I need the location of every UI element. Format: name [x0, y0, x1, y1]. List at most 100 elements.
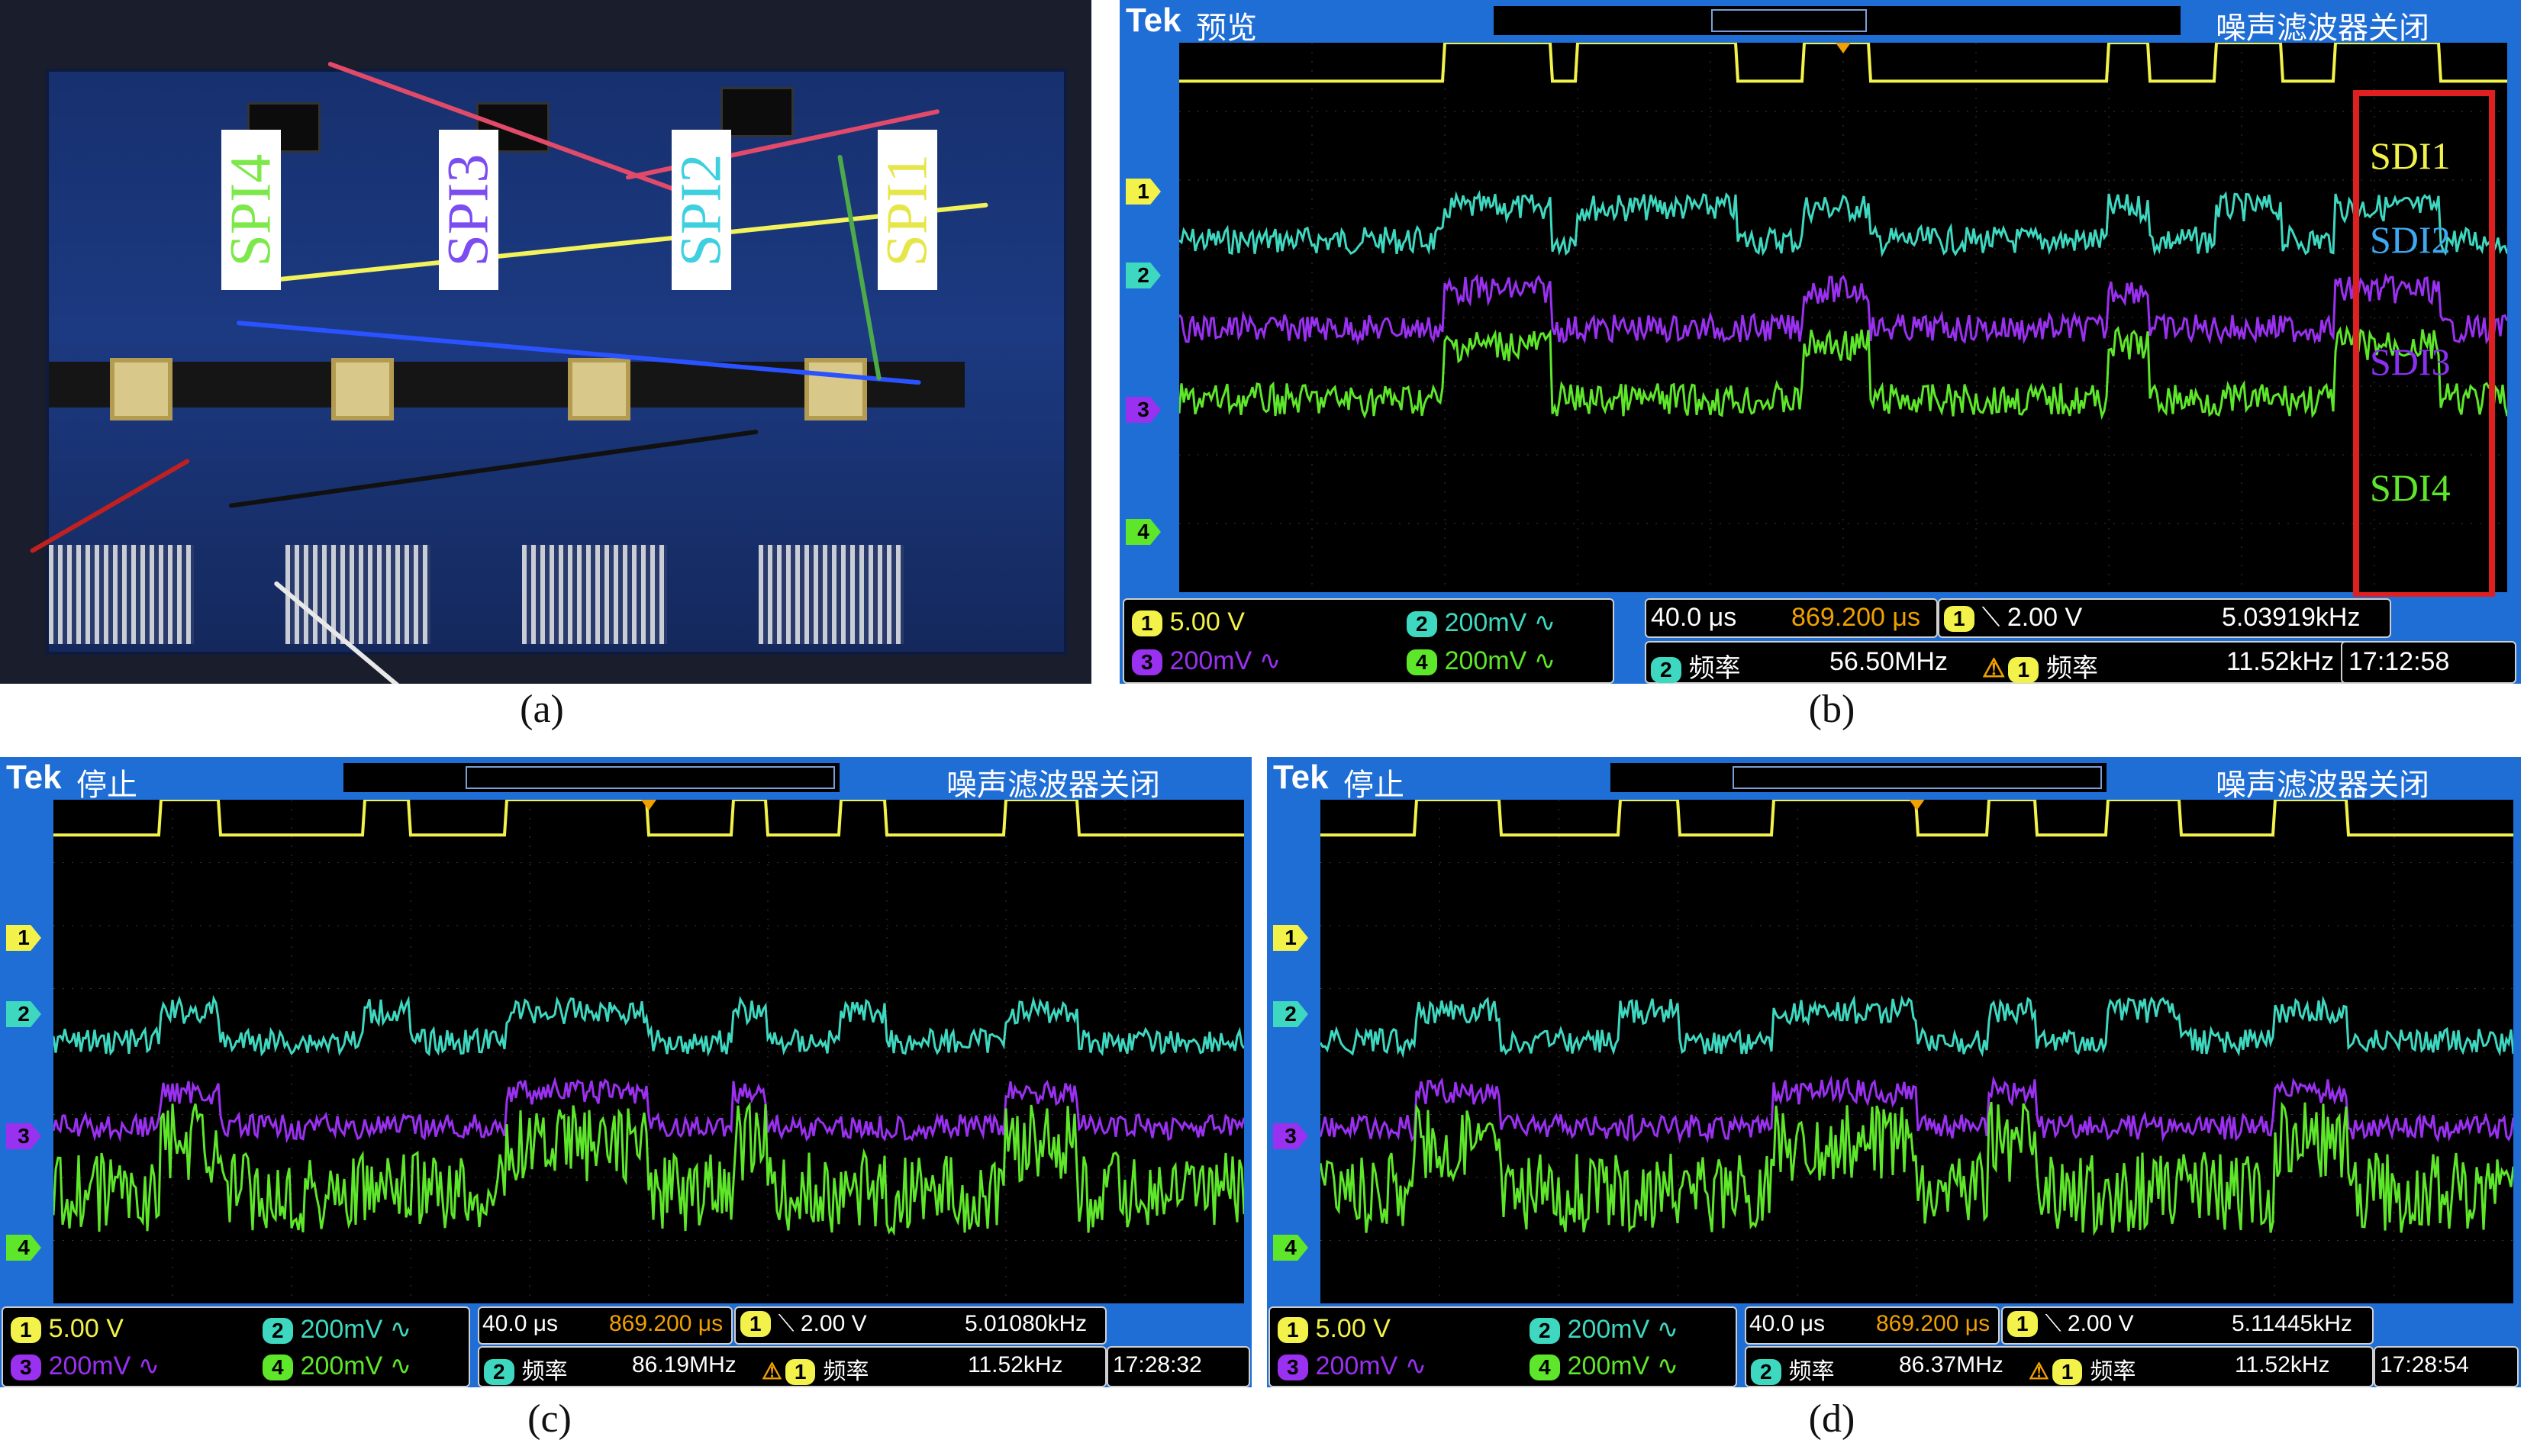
- scope-d: Tek 停止 噪声滤波器关闭 1 2 3 4 1 5.00 V 2 200mV ∿ …: [1267, 757, 2521, 1387]
- test-chip: [568, 358, 630, 420]
- measure-label: 频率: [823, 1359, 869, 1384]
- measure-ch1-tag: 1: [785, 1359, 816, 1385]
- ch2-frequency-measure: 2 频率: [1651, 647, 1741, 684]
- noise-filter-status: 噪声滤波器关闭: [2216, 768, 2429, 802]
- ch2-scale-value: 200mV ∿: [300, 1315, 412, 1344]
- pin-header: [285, 545, 430, 644]
- ch1-frequency-measure: ⚠ 1 频率: [2029, 1352, 2136, 1386]
- trigger-box: 1 ⟍ 2.00 V 5.03919kHz: [1938, 598, 2391, 638]
- ch1-frequency-value: 11.52kHz: [2226, 647, 2335, 676]
- noise-filter-status: 噪声滤波器关闭: [2216, 11, 2429, 45]
- ch1-tag: 1: [1132, 610, 1162, 636]
- ch2-trace: [1179, 190, 2507, 258]
- acquisition-mode: 停止: [76, 768, 137, 802]
- measurement-box: 2 频率 86.37MHz ⚠ 1 频率 11.52kHz: [1745, 1346, 2374, 1387]
- ch4-trace: [1320, 1101, 2513, 1236]
- horizontal-position: 869.200 μs: [1791, 603, 1920, 632]
- trigger-info: 1 ⟍ 2.00 V: [2007, 1311, 2134, 1337]
- ch4-trace: [53, 1101, 1244, 1236]
- timebase: 40.0 μs: [482, 1311, 559, 1336]
- ch1-frequency-value: 11.52kHz: [2235, 1352, 2330, 1377]
- ch1-tag: 1: [11, 1317, 41, 1343]
- ch2-frequency-measure: 2 频率: [1751, 1352, 1835, 1386]
- test-chip: [804, 358, 867, 420]
- ch1-scale: 1 5.00 V: [1278, 1314, 1391, 1344]
- record-view-bar: [1610, 763, 2107, 792]
- ch2-frequency-measure: 2 频率: [484, 1352, 568, 1386]
- trigger-level: ⟍ 2.00 V: [2045, 1311, 2134, 1336]
- ch2-marker: 2: [1126, 263, 1161, 288]
- ch1-frequency-value: 11.52kHz: [968, 1352, 1063, 1377]
- pin-header: [522, 545, 667, 644]
- caption-c: (c): [527, 1397, 572, 1441]
- record-view-bar: [343, 763, 840, 792]
- sdi1-label: SDI1: [2370, 134, 2451, 177]
- ch4-scale-value: 200mV ∿: [1444, 646, 1556, 675]
- ch3-marker: 3: [6, 1123, 41, 1149]
- spi2-label-text: SPI2: [669, 153, 733, 266]
- ch1-scale: 1 5.00 V: [11, 1314, 124, 1344]
- scope-b: Tek 预览 噪声滤波器关闭 1 2 3 4 SDI1 SDI2 SDI3 SD…: [1120, 0, 2521, 684]
- scope-top-bar: Tek 停止 噪声滤波器关闭: [0, 757, 1252, 802]
- ch3-trace: [1320, 1074, 2513, 1144]
- scope-c: Tek 停止 噪声滤波器关闭 1 2 3 4 1 5.00 V 2 200mV ∿ …: [0, 757, 1252, 1387]
- ch3-tag: 3: [1278, 1355, 1308, 1380]
- measure-label: 频率: [521, 1359, 568, 1384]
- waveform-screen: [53, 800, 1244, 1303]
- waveform-plot: [53, 800, 1244, 1303]
- ch1-frequency-measure: ⚠ 1 频率: [762, 1352, 869, 1386]
- sdi3-label: SDI3: [2370, 340, 2451, 383]
- ch2-tag: 2: [1530, 1318, 1560, 1344]
- ch4-marker: 4: [1126, 519, 1161, 545]
- trigger-position-icon: [641, 800, 656, 810]
- warning-icon: ⚠: [762, 1359, 782, 1384]
- ch4-scale: 4 200mV ∿: [263, 1351, 411, 1381]
- measurement-box: 2 频率 86.19MHz ⚠ 1 频率 11.52kHz: [478, 1346, 1107, 1387]
- ch3-scale-value: 200mV ∿: [1315, 1351, 1427, 1380]
- measure-label: 频率: [1688, 654, 1741, 683]
- waveform-screen: [1320, 800, 2513, 1303]
- horizontal-position: 869.200 μs: [1876, 1311, 1991, 1336]
- ch2-scale: 2 200mV ∿: [263, 1314, 411, 1345]
- trigger-position-icon: [1909, 800, 1925, 810]
- record-view-bar: [1494, 6, 2181, 35]
- ch2-frequency-value: 56.50MHz: [1829, 647, 1948, 676]
- clock-box: 17:28:54: [2374, 1346, 2519, 1387]
- pin-header: [759, 545, 904, 644]
- clock-box: 17:28:32: [1107, 1346, 1250, 1387]
- warning-icon: ⚠: [2029, 1359, 2049, 1384]
- sdi-highlight-box: [2353, 90, 2495, 598]
- board-photo: SPI4 SPI3 SPI2 SPI1: [0, 0, 1091, 684]
- trigger-channel: 1: [1944, 606, 1974, 632]
- measure-label: 频率: [2046, 654, 2099, 683]
- measurement-box: 2 频率 56.50MHz ⚠ 1 频率 11.52kHz: [1645, 641, 2391, 684]
- timestamp: 17:28:54: [2380, 1352, 2469, 1377]
- spi3-label: SPI3: [437, 130, 501, 290]
- brand-logo: Tek: [1273, 759, 1329, 796]
- spi1-label: SPI1: [875, 130, 940, 290]
- trigger-box: 1 ⟍ 2.00 V 5.01080kHz: [734, 1306, 1107, 1345]
- brand-logo: Tek: [6, 759, 62, 796]
- ch4-marker: 4: [6, 1235, 41, 1261]
- test-chip: [331, 358, 394, 420]
- ch2-scale: 2 200mV ∿: [1530, 1314, 1678, 1345]
- ch4-tag: 4: [1530, 1355, 1560, 1380]
- record-window: [1733, 766, 2102, 789]
- timebase-box: 40.0 μs 869.200 μs: [1745, 1306, 2000, 1345]
- ch3-scale: 3 200mV ∿: [1132, 646, 1281, 676]
- ch3-tag: 3: [11, 1355, 41, 1380]
- ch2-marker: 2: [6, 1001, 41, 1027]
- trigger-level: ⟍ 2.00 V: [778, 1311, 867, 1336]
- readout-panel: 1 5.00 V 2 200mV ∿ 3 200mV ∿ 4 200mV ∿ 40.0 …: [1267, 1305, 2521, 1387]
- timebase-box: 40.0 μs 869.200 μs: [1645, 598, 1938, 638]
- measure-ch2-tag: 2: [484, 1359, 514, 1385]
- record-window: [1711, 9, 1867, 32]
- trigger-info: 1 ⟍ 2.00 V: [740, 1311, 867, 1337]
- measure-label: 频率: [2090, 1359, 2136, 1384]
- pin-header: [49, 545, 194, 644]
- measure-ch2-tag: 2: [1751, 1359, 1781, 1385]
- ch3-trace: [1179, 272, 2507, 346]
- brand-logo: Tek: [1126, 2, 1181, 39]
- ch2-trace: [53, 994, 1244, 1058]
- spi4-label-text: SPI4: [218, 153, 283, 266]
